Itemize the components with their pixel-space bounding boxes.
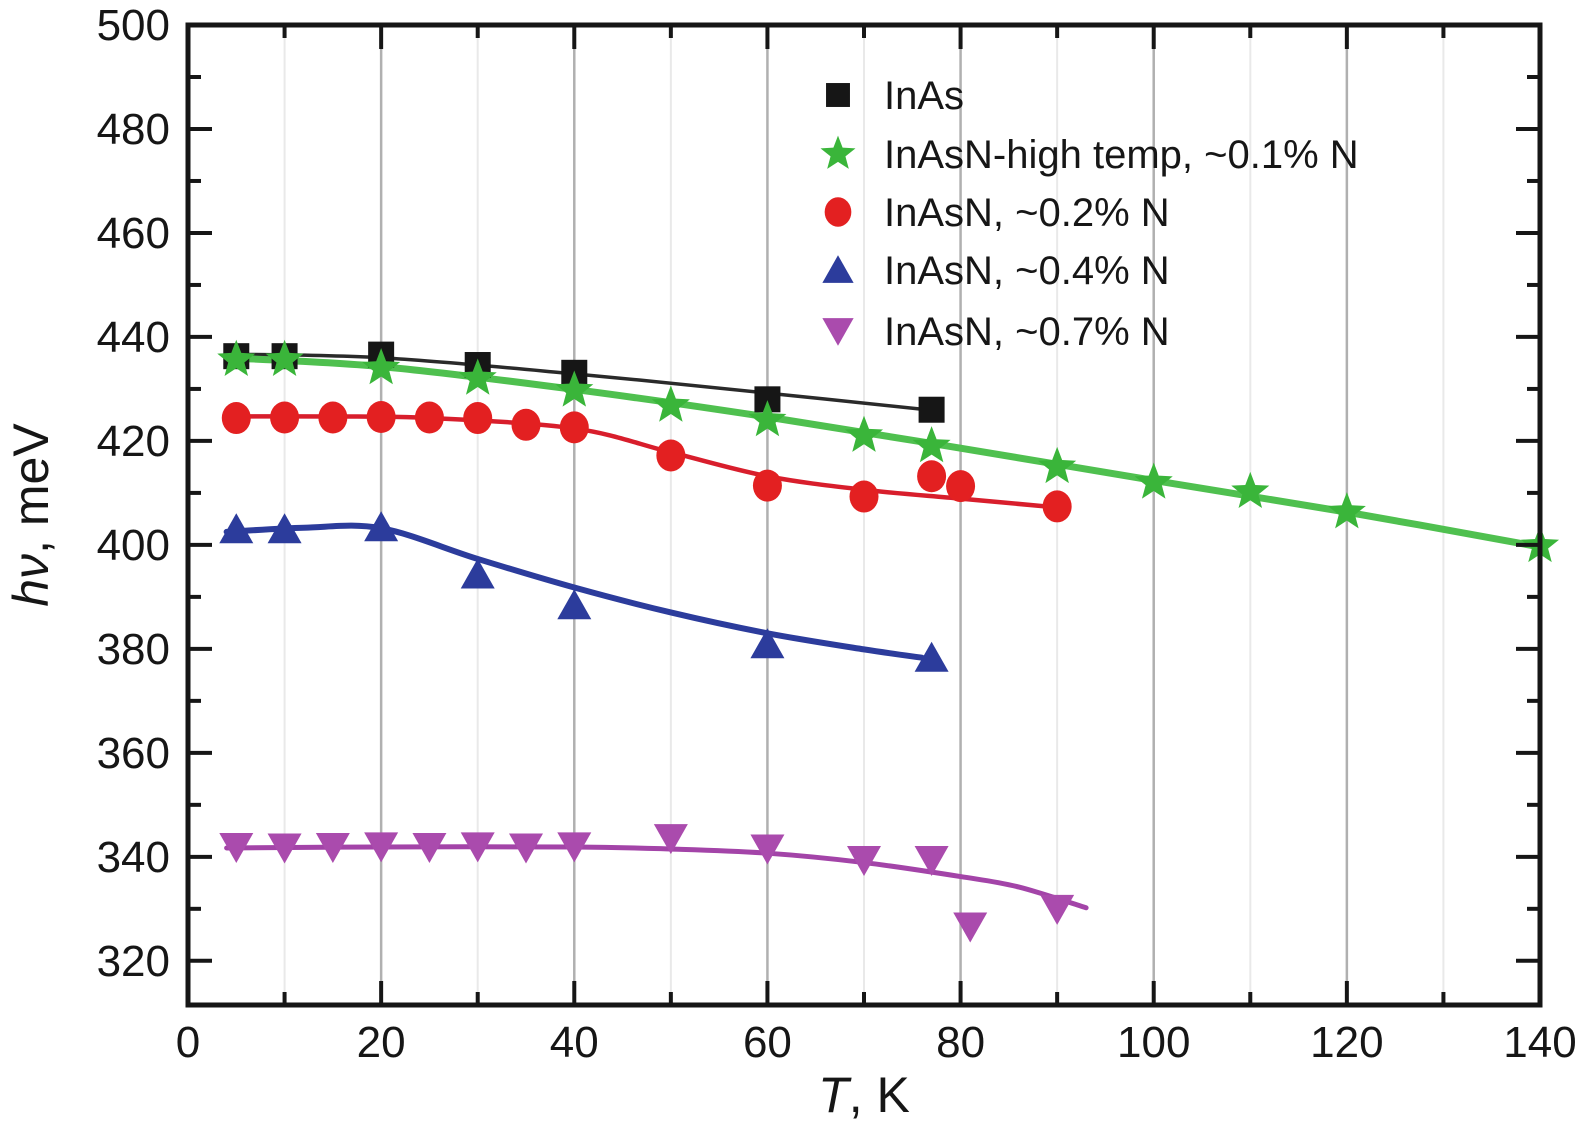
star-marker: [265, 339, 304, 376]
legend-label: InAsN, ~0.4% N: [884, 249, 1170, 293]
triangle-down-marker: [847, 845, 881, 876]
legend-item-InAsN-0.2N: InAsN, ~0.2% N: [824, 191, 1170, 235]
y-tick-label: 440: [97, 313, 170, 362]
y-tick-label: 380: [97, 625, 170, 674]
x-tick-label: 80: [936, 1018, 985, 1067]
circle-marker: [849, 480, 879, 513]
InAsN-0.2N-points: [221, 401, 1072, 523]
y-tick-label: 340: [97, 833, 170, 882]
InAsN-0.7N-fit-line: [224, 844, 1089, 911]
circle-marker: [270, 401, 300, 434]
legend-label: InAs: [884, 74, 964, 118]
legend-item-InAs: InAs: [826, 74, 964, 118]
legend-label: InAsN, ~0.7% N: [884, 310, 1170, 354]
triangle-up-marker: [914, 641, 949, 672]
circle-marker: [221, 402, 251, 435]
circle-marker: [318, 401, 348, 434]
triangle-up-marker: [219, 513, 254, 544]
triangle-down-marker: [267, 833, 302, 864]
y-axis-title: hν, meV: [3, 423, 59, 607]
y-tick-label: 480: [97, 105, 170, 154]
star-marker: [217, 339, 256, 376]
star-marker: [362, 348, 401, 385]
triangle-up-marker: [460, 558, 495, 589]
y-tick-label: 320: [97, 937, 170, 986]
circle-marker: [463, 402, 493, 435]
circle-marker: [824, 197, 852, 227]
triangle-down-marker: [953, 912, 988, 943]
triangle-down-marker: [509, 833, 543, 864]
x-tick-label: 0: [176, 1018, 200, 1067]
y-tick-label: 360: [97, 729, 170, 778]
star-marker: [748, 400, 787, 437]
star-marker: [1038, 446, 1077, 484]
circle-marker: [559, 411, 589, 444]
circle-marker: [946, 470, 976, 503]
circle-marker: [366, 401, 396, 433]
legend-item-InAsN-high-temp-0.1N: InAsN-high temp, ~0.1% N: [820, 133, 1359, 177]
triangle-down-marker: [822, 318, 854, 346]
triangle-down-marker: [315, 832, 350, 863]
legend-item-InAsN-0.7N: InAsN, ~0.7% N: [822, 310, 1170, 354]
legend-label: InAsN, ~0.2% N: [884, 191, 1170, 235]
axes-frame: [185, 22, 1543, 1008]
x-tick-label: 20: [357, 1018, 406, 1067]
triangle-down-marker: [364, 832, 399, 863]
square-marker: [918, 396, 945, 423]
x-tick-label: 40: [550, 1018, 599, 1067]
star-marker: [844, 415, 884, 452]
circle-marker: [511, 408, 541, 441]
star-marker: [651, 385, 690, 422]
triangle-up-marker: [364, 511, 399, 542]
triangle-down-marker: [914, 845, 949, 876]
gridlines: [283, 25, 1445, 1005]
circle-marker: [414, 401, 444, 434]
circle-marker: [1042, 490, 1072, 523]
y-tick-label: 420: [97, 417, 170, 466]
legend-item-InAsN-0.4N: InAsN, ~0.4% N: [822, 249, 1170, 293]
data-points: [217, 339, 1560, 943]
InAsN-0.7N-points: [219, 824, 1075, 943]
triangle-down-marker: [219, 832, 254, 863]
triangle-up-marker: [822, 255, 854, 283]
y-tick-label: 400: [97, 521, 170, 570]
star-marker: [1231, 471, 1270, 509]
x-tick-label: 60: [743, 1018, 792, 1067]
triangle-up-marker: [267, 513, 302, 544]
star-marker: [912, 426, 951, 463]
fit-lines: [223, 352, 1544, 911]
axis-labels: 0 20 40 60 80 100 120 140 320 340 360 380 400 420 440 4…: [97, 1, 1575, 1067]
x-tick-label: 100: [1117, 1018, 1190, 1067]
triangle-down-marker: [460, 832, 495, 863]
x-tick-label: 140: [1503, 1018, 1575, 1067]
circle-marker: [917, 460, 947, 493]
triangle-down-marker: [412, 832, 447, 863]
star-marker: [555, 370, 594, 407]
y-tick-label: 460: [97, 209, 170, 258]
InAsN-0.4N-points: [219, 511, 949, 672]
legend-label: InAsN-high temp, ~0.1% N: [884, 133, 1359, 177]
star-marker: [458, 358, 497, 395]
legend: InAs InAsN-high temp, ~0.1% N InAsN, ~0.2%…: [820, 74, 1359, 354]
triangle-down-marker: [750, 834, 785, 865]
triangle-down-marker: [557, 832, 592, 863]
star-marker: [820, 135, 856, 169]
star-marker: [1327, 492, 1366, 529]
circle-marker: [752, 469, 782, 502]
star-marker: [1134, 462, 1173, 499]
square-marker: [826, 83, 850, 107]
x-axis-title: T, K: [818, 1067, 910, 1123]
InAsN-0.4N-fit-line: [223, 522, 925, 661]
triangle-down-marker: [1040, 894, 1075, 925]
x-tick-label: 120: [1310, 1018, 1383, 1067]
triangle-down-marker: [653, 824, 688, 855]
triangle-up-marker: [750, 628, 785, 659]
circle-marker: [656, 439, 686, 472]
InAsN-high-temp-0.1N-points: [217, 339, 1560, 563]
y-tick-label: 500: [97, 1, 170, 50]
triangle-up-marker: [557, 589, 592, 620]
